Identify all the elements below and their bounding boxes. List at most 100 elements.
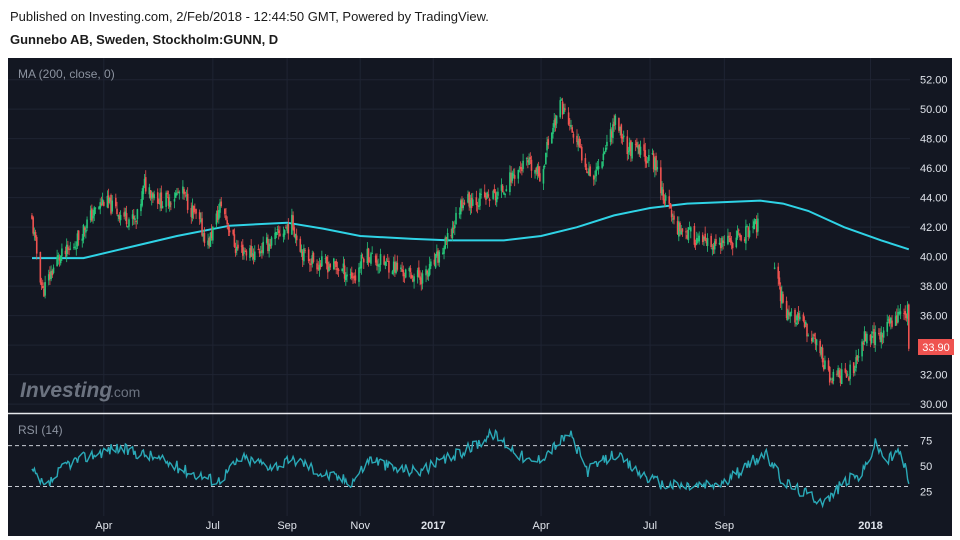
candle-body xyxy=(94,207,97,209)
candle-body xyxy=(838,370,841,378)
candle-body xyxy=(673,215,675,220)
candle-body xyxy=(207,240,209,245)
candle-body xyxy=(504,194,506,196)
rsi-tick-label: 75 xyxy=(920,435,932,447)
candle-body xyxy=(752,226,754,228)
candle-body xyxy=(638,144,641,154)
candle-body xyxy=(857,356,860,358)
candle-body xyxy=(820,346,823,355)
candle-body xyxy=(410,274,413,278)
candle-body xyxy=(555,115,558,124)
price-tick-label: 50.00 xyxy=(920,104,948,116)
candle-body xyxy=(814,337,817,344)
candle-body xyxy=(202,233,205,237)
candle-body xyxy=(778,277,781,285)
candle-body xyxy=(890,317,892,324)
candle-body xyxy=(52,267,55,273)
candle-body xyxy=(160,192,163,209)
candle-body xyxy=(209,232,212,247)
candle-body xyxy=(796,314,799,321)
candle-body xyxy=(319,263,322,268)
candle-body xyxy=(361,257,364,259)
candle-body xyxy=(510,173,512,183)
candle-body xyxy=(328,266,330,272)
candle-body xyxy=(740,235,742,241)
candle-body xyxy=(803,321,806,328)
candle-body xyxy=(265,237,268,243)
candle-body xyxy=(100,203,103,206)
price-axis: 52.00 50.00 48.00 46.00 44.00 42.00 40.00 38.00… xyxy=(920,75,948,411)
time-tick-label: 2017 xyxy=(421,520,445,532)
candle-body xyxy=(576,135,578,143)
candle-body xyxy=(869,334,872,341)
candle-body xyxy=(525,158,528,159)
candle-body xyxy=(82,224,85,240)
candle-body xyxy=(362,258,365,263)
candle-body xyxy=(106,195,109,208)
candle-body xyxy=(873,329,875,344)
candle-body xyxy=(584,158,587,168)
candle-body xyxy=(452,227,455,229)
candle-body xyxy=(433,259,436,265)
candle-body xyxy=(153,194,155,199)
candle-body xyxy=(846,374,849,376)
candle-body xyxy=(727,235,729,245)
candle-body xyxy=(721,237,723,248)
candle-body xyxy=(420,277,423,285)
candle-body xyxy=(810,337,813,342)
candle-body xyxy=(589,166,591,177)
candle-body xyxy=(551,132,553,144)
candle-body xyxy=(279,233,281,237)
candle-body xyxy=(293,227,296,237)
candle-body xyxy=(866,333,868,344)
candle-body xyxy=(312,252,315,262)
candle-body xyxy=(101,199,104,205)
candle-body xyxy=(802,314,805,322)
candle-body xyxy=(787,310,789,320)
candle-body xyxy=(262,241,264,254)
candle-body xyxy=(212,226,214,241)
candle-body xyxy=(827,360,830,370)
candle-body xyxy=(681,228,684,232)
candle-body xyxy=(327,261,329,273)
candle-body xyxy=(643,144,645,151)
candle-body xyxy=(755,221,758,233)
candle-body xyxy=(34,231,37,238)
candle-body xyxy=(695,237,698,245)
candle-body xyxy=(894,316,897,326)
candle-body xyxy=(358,267,360,282)
candle-body xyxy=(401,268,403,272)
candles xyxy=(31,96,910,387)
candle-body xyxy=(75,248,78,250)
candle-body xyxy=(881,334,884,338)
candle-body xyxy=(870,336,873,344)
candle-body xyxy=(861,341,863,357)
candle-body xyxy=(862,342,865,345)
candle-body xyxy=(527,160,529,163)
candle-body xyxy=(59,255,62,264)
candle-body xyxy=(73,247,75,249)
candle-body xyxy=(115,197,117,207)
candle-body xyxy=(177,191,179,193)
candle-body xyxy=(534,169,536,174)
candle-body xyxy=(899,311,902,315)
candle-body xyxy=(601,161,603,168)
candle-body xyxy=(831,380,833,383)
candle-body xyxy=(903,313,905,314)
candle-body xyxy=(553,120,556,128)
candle-body xyxy=(91,208,93,221)
candle-body xyxy=(366,248,369,264)
candle-body xyxy=(268,243,270,252)
candle-body xyxy=(270,237,273,246)
candle-body xyxy=(539,173,541,182)
candle-body xyxy=(386,260,389,262)
candle-body xyxy=(286,226,288,231)
candle-body xyxy=(543,165,546,168)
candle-body xyxy=(233,234,236,247)
candle-body xyxy=(195,209,197,214)
candle-body xyxy=(349,274,352,276)
candle-body xyxy=(729,238,732,243)
candle-body xyxy=(462,205,464,209)
candle-body xyxy=(201,218,203,236)
